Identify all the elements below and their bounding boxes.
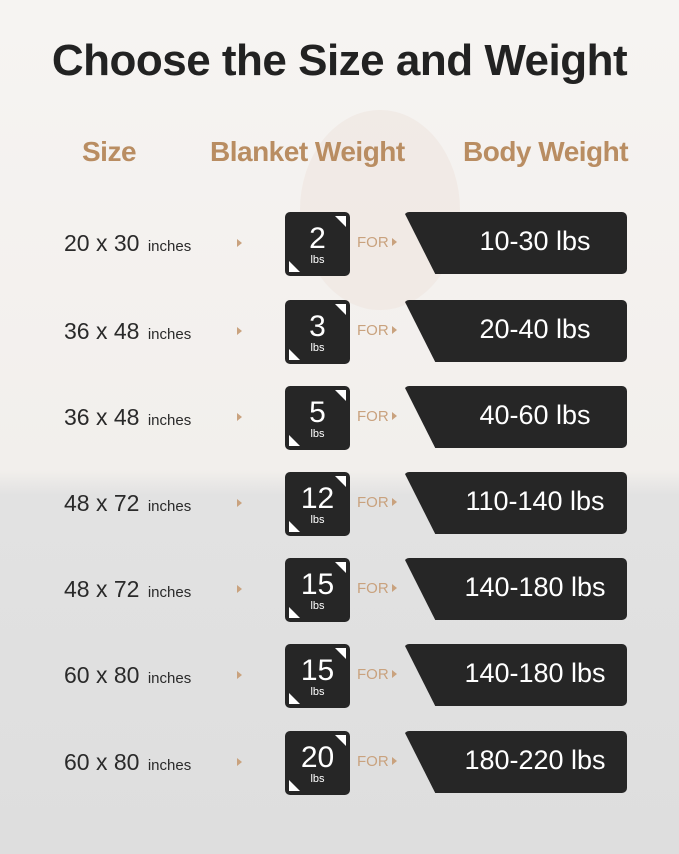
arrow-icon xyxy=(237,499,242,507)
table-row: 36 x 48 inches 5 lbs FOR 40-60 lbs xyxy=(0,386,679,450)
arrow-icon xyxy=(391,670,397,678)
arrow-icon xyxy=(391,757,397,765)
blanket-weight-badge: 5 lbs xyxy=(285,386,350,450)
body-weight-badge xyxy=(404,731,627,793)
table-row: 20 x 30 inches 2 lbs FOR 10-30 lbs xyxy=(0,212,679,276)
body-weight-badge xyxy=(404,386,627,448)
arrow-icon xyxy=(237,585,242,593)
blanket-weight-badge: 15 lbs xyxy=(285,558,350,622)
blanket-weight-badge: 12 lbs xyxy=(285,472,350,536)
arrow-icon xyxy=(391,326,397,334)
blanket-weight-badge: 20 lbs xyxy=(285,731,350,795)
arrow-icon xyxy=(237,671,242,679)
body-weight-badge xyxy=(404,472,627,534)
body-weight-value: 140-180 lbs xyxy=(464,658,606,688)
body-weight-badge xyxy=(404,558,627,620)
body-weight-value: 40-60 lbs xyxy=(479,400,591,430)
arrow-icon xyxy=(237,758,242,766)
body-weight-value: 10-30 lbs xyxy=(479,226,591,256)
table-row: 60 x 80 inches 15 lbs FOR 140-180 lbs xyxy=(0,644,679,708)
body-weight-value: 180-220 lbs xyxy=(464,745,606,775)
blanket-weight-badge: 3 lbs xyxy=(285,300,350,364)
body-weight-badge xyxy=(404,212,627,274)
arrow-icon xyxy=(237,327,242,335)
arrow-icon xyxy=(391,498,397,506)
table-row: 60 x 80 inches 20 lbs FOR 180-220 lbs xyxy=(0,731,679,795)
size-value: 60 x 80 inches xyxy=(64,749,192,775)
size-value: 36 x 48 inches xyxy=(64,318,192,344)
for-label: FOR xyxy=(357,666,397,683)
page-title: Choose the Size and Weight xyxy=(51,36,628,85)
header-size: Size xyxy=(82,136,137,167)
body-weight-badge xyxy=(404,300,627,362)
for-label: FOR xyxy=(357,580,397,597)
background-photo xyxy=(300,110,460,310)
header-blanket-weight: Blanket Weight xyxy=(210,136,405,167)
body-weight-value: 140-180 lbs xyxy=(464,572,606,602)
for-label: FOR xyxy=(357,753,397,770)
arrow-icon xyxy=(237,239,242,247)
body-weight-value: 20-40 lbs xyxy=(479,314,591,344)
for-label: FOR xyxy=(357,408,397,425)
body-weight-value: 110-140 lbs xyxy=(465,486,605,516)
blanket-weight-badge: 2 lbs xyxy=(285,212,350,276)
table-row: 36 x 48 inches 3 lbs FOR 20-40 lbs xyxy=(0,300,679,364)
arrow-icon xyxy=(391,584,397,592)
body-weight-badge xyxy=(404,644,627,706)
size-value: 60 x 80 inches xyxy=(64,662,192,688)
arrow-icon xyxy=(391,412,397,420)
arrow-icon xyxy=(237,413,242,421)
table-row: 48 x 72 inches 12 lbs FOR 110-140 lbs xyxy=(0,472,679,536)
blanket-weight-badge: 15 lbs xyxy=(285,644,350,708)
size-value: 36 x 48 inches xyxy=(64,404,192,430)
size-value: 20 x 30 inches xyxy=(64,230,192,256)
for-label: FOR xyxy=(357,322,397,339)
arrow-icon xyxy=(391,238,397,246)
size-value: 48 x 72 inches xyxy=(64,490,192,516)
for-label: FOR xyxy=(357,234,397,251)
for-label: FOR xyxy=(357,494,397,511)
table-row: 48 x 72 inches 15 lbs FOR 140-180 lbs xyxy=(0,558,679,622)
size-value: 48 x 72 inches xyxy=(64,576,192,602)
header-body-weight: Body Weight xyxy=(463,136,629,167)
